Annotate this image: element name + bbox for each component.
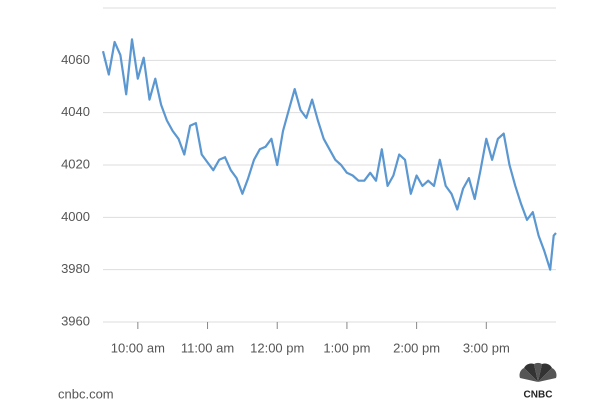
y-tick-label: 3960 (61, 313, 90, 328)
x-tick-label: 11:00 am (181, 340, 234, 355)
x-tick-label: 10:00 am (111, 340, 165, 355)
y-tick-label: 3980 (61, 261, 90, 276)
y-tick-label: 4060 (61, 52, 90, 67)
x-tick-label: 1:00 pm (323, 340, 370, 355)
logo-text: CNBC (524, 390, 553, 401)
y-tick-label: 4000 (61, 209, 90, 224)
y-tick-label: 4020 (61, 156, 90, 171)
y-tick-label: 4040 (61, 104, 90, 119)
source: cnbc.com (58, 386, 114, 401)
price-line (101, 38, 557, 271)
x-tick-label: 2:00 pm (393, 340, 440, 355)
logo (519, 362, 557, 382)
x-tick-label: 3:00 pm (463, 340, 510, 355)
x-tick-label: 12:00 pm (250, 340, 304, 355)
